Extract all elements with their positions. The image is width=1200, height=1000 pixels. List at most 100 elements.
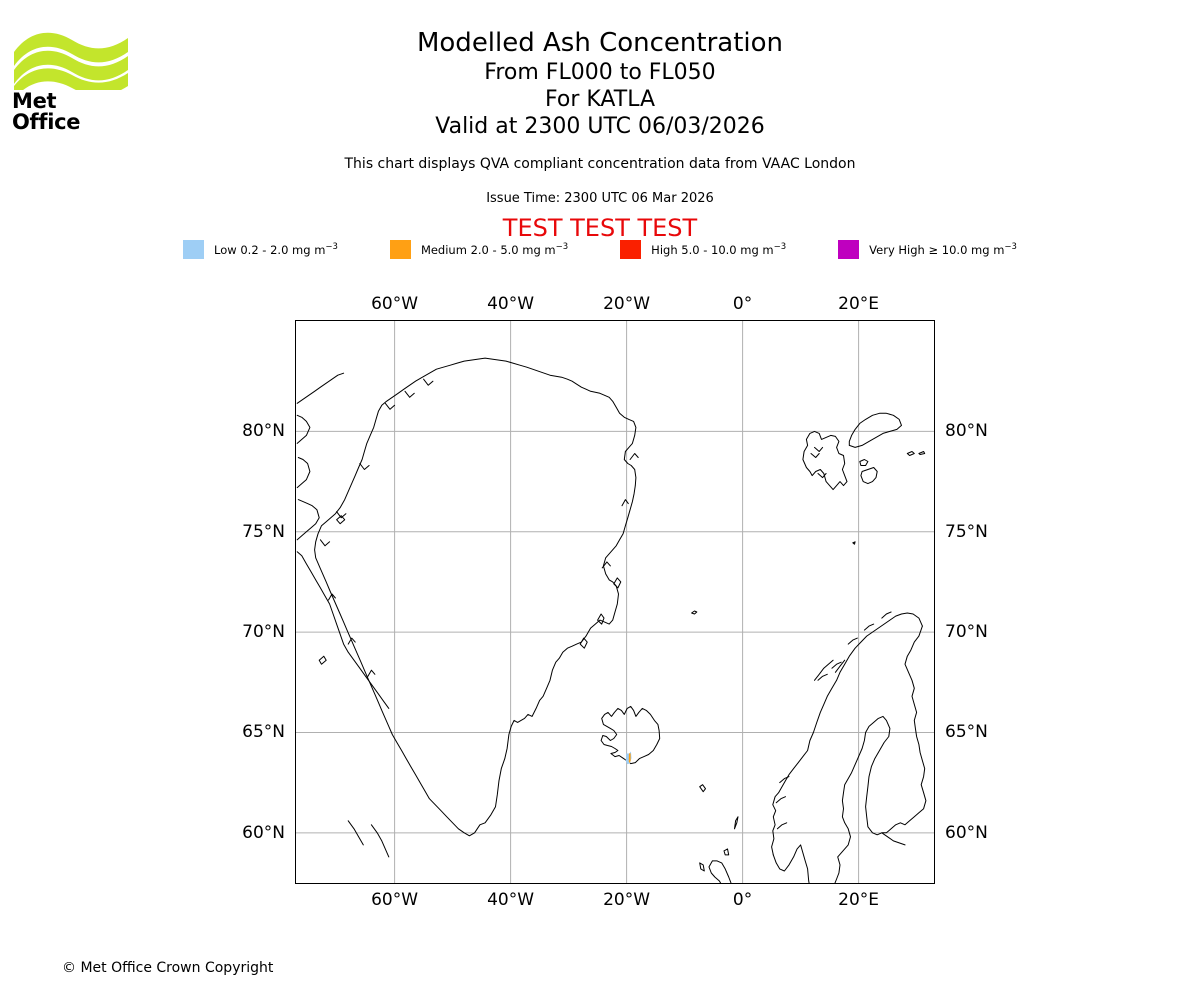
legend-label-very-high: Very High ≥ 10.0 mg m−3 <box>869 242 1017 257</box>
logo-wave-band-2 <box>14 50 128 84</box>
x-axis-tick-top: 40°W <box>487 294 535 314</box>
coastline-path <box>848 412 902 448</box>
coastline-path <box>699 862 705 872</box>
coastline-path <box>734 816 739 830</box>
valid-time: Valid at 2300 UTC 06/03/2026 <box>435 114 765 139</box>
coastline-path <box>847 637 858 645</box>
coastline-path <box>817 673 828 681</box>
x-axis-tick-top: 20°W <box>603 294 651 314</box>
ash-plume-overlay <box>625 751 632 765</box>
coastline-path <box>852 541 856 545</box>
coastline-path <box>771 612 923 856</box>
coastline-path <box>831 661 842 669</box>
coastline-path <box>772 625 927 883</box>
coastline-path <box>336 511 347 519</box>
coastline-path <box>863 623 875 631</box>
x-axis-tick-bottom: 20°E <box>838 890 880 910</box>
coastline-path <box>336 515 346 525</box>
legend-entry-medium: Medium 2.0 - 5.0 mg m−3 <box>389 240 569 259</box>
map-svg <box>296 321 934 883</box>
volcano-name: For KATLA <box>545 87 655 112</box>
coastline-path <box>601 561 611 569</box>
coastline-path <box>810 453 820 458</box>
ash-contour <box>628 752 631 764</box>
flight-level-range: From FL000 to FL050 <box>484 60 716 85</box>
y-axis-tick-left: 70°N <box>242 622 285 643</box>
page-title: Modelled Ash Concentration <box>416 28 784 58</box>
coastline-path <box>691 610 698 615</box>
legend-label-high: High 5.0 - 10.0 mg m−3 <box>651 242 787 257</box>
coastline-path <box>347 820 364 846</box>
x-axis-tick-bottom: 0° <box>732 890 753 910</box>
coastline-path <box>318 655 327 665</box>
coastline-path <box>775 796 786 804</box>
x-axis-tick-bottom: 60°W <box>371 890 419 910</box>
map-container: 60°W 60°W 40°W 40°W 20°W 20°W 0° 0° 20°E 20°E 60°N… <box>242 294 988 910</box>
legend-swatch-high <box>620 240 642 259</box>
x-axis-tick-bottom: 20°W <box>603 890 651 910</box>
coastline-path <box>802 430 848 491</box>
coastline-path <box>296 551 390 709</box>
coastline-path <box>597 613 605 625</box>
y-axis-tick-right: 80°N <box>945 421 988 442</box>
test-banner: TEST TEST TEST <box>502 214 698 242</box>
y-axis-tick-right: 60°N <box>945 822 988 843</box>
legend-entry-low: Low 0.2 - 2.0 mg m−3 <box>183 240 338 259</box>
coastline-path <box>723 848 730 856</box>
coastline-path <box>296 372 345 404</box>
coastline-path <box>881 832 906 846</box>
y-axis-tick-right: 65°N <box>945 722 988 743</box>
legend-label-medium: Medium 2.0 - 5.0 mg m−3 <box>420 242 569 257</box>
coastline-path <box>367 669 376 677</box>
x-axis-tick-top: 20°E <box>838 294 880 314</box>
x-axis-tick-top: 0° <box>732 294 753 314</box>
x-axis-tick-top: 60°W <box>371 294 419 314</box>
coastline-path <box>621 499 629 507</box>
coastline-path <box>629 453 639 460</box>
coastline-path <box>404 390 415 398</box>
y-axis-tick-left: 60°N <box>242 822 285 843</box>
coastline-path <box>776 822 788 830</box>
coastline-path <box>834 659 846 673</box>
legend-label-low: Low 0.2 - 2.0 mg m−3 <box>214 242 338 257</box>
legend-entry-very-high: Very High ≥ 10.0 mg m−3 <box>838 240 1017 259</box>
met-office-wave-icon <box>14 32 128 90</box>
coastline-path <box>370 824 390 858</box>
coastline-path <box>708 860 732 883</box>
y-axis-tick-left: 75°N <box>242 521 285 542</box>
copyright-notice: © Met Office Crown Copyright <box>62 960 274 976</box>
issue-time: Issue Time: 2300 UTC 06 Mar 2026 <box>486 191 714 206</box>
coastlines <box>296 357 927 883</box>
coastline-path <box>423 378 434 386</box>
coastline-path <box>699 784 706 793</box>
coastline-path <box>296 499 320 541</box>
coastline-path <box>296 414 311 444</box>
y-axis-tick-right: 75°N <box>945 521 988 542</box>
legend-swatch-very-high <box>838 240 860 259</box>
coastline-path <box>881 611 892 619</box>
coastline-path <box>817 473 827 479</box>
coastline-path <box>579 637 588 649</box>
coastline-path <box>384 402 396 410</box>
y-axis-tick-left: 65°N <box>242 722 285 743</box>
coastline-path <box>906 451 915 456</box>
coastline-path <box>613 577 622 589</box>
legend-entry-high: High 5.0 - 10.0 mg m−3 <box>620 240 786 259</box>
coastline-path <box>860 467 878 485</box>
coastline-path <box>814 659 834 681</box>
map-plot-area <box>295 320 935 884</box>
coastline-path <box>319 539 331 547</box>
coastline-path <box>296 457 311 489</box>
logo-wave-band-3 <box>14 68 128 90</box>
legend-swatch-low <box>183 240 205 259</box>
coastline-path <box>328 593 336 601</box>
coastline-path <box>918 451 926 455</box>
coastline-path <box>347 637 356 645</box>
y-axis-tick-left: 80°N <box>242 421 285 442</box>
chart-title-block: Modelled Ash Concentration From FL000 to… <box>0 28 1200 140</box>
y-axis-tick-right: 70°N <box>945 622 988 643</box>
chart-subtitle: This chart displays QVA compliant concen… <box>344 156 856 172</box>
coastline-path <box>814 446 824 452</box>
coastline-path <box>600 705 661 765</box>
met-office-logo-text: Met Office <box>12 89 81 134</box>
